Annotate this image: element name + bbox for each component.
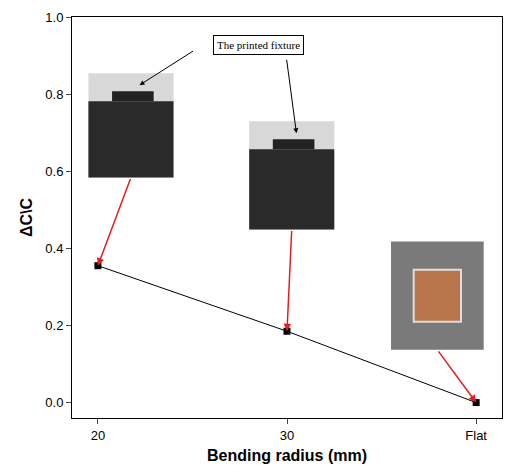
svg-text:20: 20: [91, 428, 105, 443]
svg-text:0.4: 0.4: [45, 241, 63, 256]
svg-text:0.6: 0.6: [45, 164, 63, 179]
svg-text:30: 30: [280, 428, 294, 443]
svg-text:0.0: 0.0: [45, 395, 63, 410]
svg-text:0.2: 0.2: [45, 318, 63, 333]
svg-text:0.8: 0.8: [45, 87, 63, 102]
svg-text:The printed fixture: The printed fixture: [217, 39, 300, 51]
svg-text:1.0: 1.0: [45, 10, 63, 25]
svg-text:Bending radius (mm): Bending radius (mm): [207, 447, 367, 464]
svg-text:Flat: Flat: [465, 428, 487, 443]
svg-text:ΔC\C: ΔC\C: [18, 198, 35, 238]
